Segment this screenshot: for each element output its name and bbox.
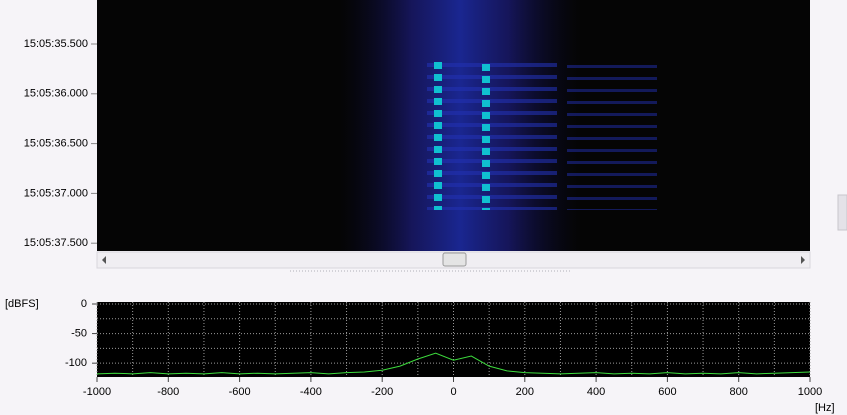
x-axis-label: [Hz] (815, 402, 835, 414)
scroll-right[interactable] (801, 256, 805, 264)
y-tick-label: -50 (71, 327, 87, 339)
scroll-thumb[interactable] (442, 252, 467, 267)
x-tick-label: 1000 (798, 386, 822, 398)
x-tick-label: -200 (371, 386, 393, 398)
x-tick-label: 800 (730, 386, 748, 398)
time-label: 15:05:37.000 (24, 187, 88, 199)
x-tick-label: 0 (450, 386, 456, 398)
time-label: 15:05:35.500 (24, 38, 88, 50)
y-tick-label: -100 (65, 357, 87, 369)
x-tick-label: -600 (229, 386, 251, 398)
x-tick-label: 400 (587, 386, 605, 398)
y-axis-label: [dBFS] (5, 298, 39, 310)
time-label: 15:05:37.500 (24, 237, 88, 249)
scroll-left[interactable] (102, 256, 106, 264)
spectrum-line (96, 352, 811, 375)
x-tick-label: -800 (157, 386, 179, 398)
y-tick-label: 0 (81, 298, 87, 310)
x-tick-label: 200 (516, 386, 534, 398)
time-label: 15:05:36.000 (24, 88, 88, 100)
x-tick-label: -400 (300, 386, 322, 398)
time-label: 15:05:36.500 (24, 138, 88, 150)
x-tick-label: -1000 (83, 386, 111, 398)
x-tick-label: 600 (658, 386, 676, 398)
waterfall-traces (97, 60, 810, 210)
side-handle[interactable] (837, 194, 847, 231)
